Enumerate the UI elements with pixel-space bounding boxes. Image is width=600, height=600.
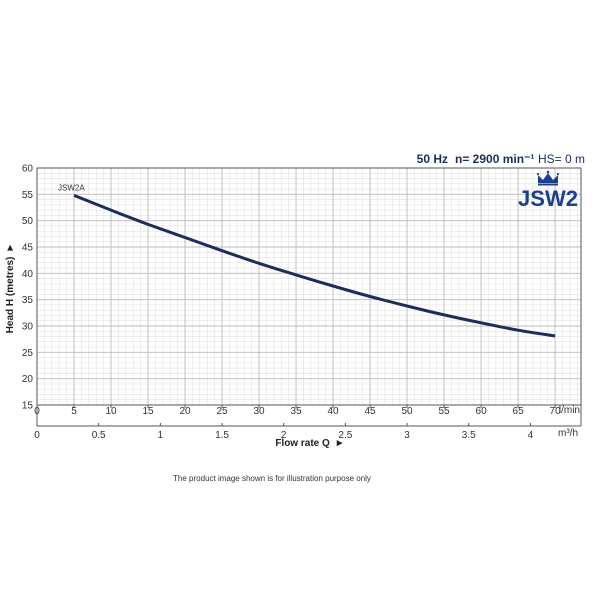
brand-name: JSW2 [518, 186, 578, 211]
x-tick-label: 40 [327, 406, 339, 417]
x-tick-label: 0 [34, 406, 40, 417]
brand-logo: JSW2 [518, 170, 578, 211]
x-tick-label: 15 [142, 406, 154, 417]
y-axis-title: Head H (metres)► [5, 243, 16, 334]
x2-tick-label: 1.5 [215, 430, 229, 441]
plot-frame [36, 167, 582, 427]
frequency-label: 50 Hz [417, 152, 448, 166]
x2-tick-label: 3.5 [462, 430, 476, 441]
x-tick-label: 35 [290, 406, 302, 417]
x-tick-label: 60 [476, 406, 488, 417]
x2-tick-label: 3 [404, 430, 410, 441]
y-tick-label: 30 [22, 322, 34, 333]
y-tick-label: 35 [22, 295, 34, 306]
x-tick-label: 50 [402, 406, 414, 417]
grid [37, 168, 581, 405]
x2-tick-label: 4 [528, 430, 534, 441]
speed-label: n= 2900 min⁻¹ [455, 152, 534, 166]
y-tick-label: 20 [22, 374, 34, 385]
x-tick-label: 25 [216, 406, 228, 417]
chart-header: 50 Hz n= 2900 min⁻¹ HS= 0 m [417, 152, 585, 166]
y-axis-ticks: 15 20 25 30 35 40 45 50 55 60 [22, 164, 34, 412]
series: JSW2A [58, 183, 556, 338]
x-tick-label: 20 [179, 406, 191, 417]
x-tick-label: 5 [71, 406, 77, 417]
y-tick-label: 45 [22, 243, 34, 254]
y-tick-label: 25 [22, 348, 34, 359]
illustration-caption: The product image shown is for illustrat… [173, 474, 371, 483]
series-line-jsw2a [73, 194, 556, 338]
y-tick-label: 60 [22, 164, 34, 175]
x2-tick-label: 0.5 [92, 430, 106, 441]
x-tick-label: 65 [513, 406, 525, 417]
x2-unit-label: m³/h [558, 428, 578, 439]
series-label: JSW2A [58, 183, 85, 192]
x-tick-label: 55 [439, 406, 451, 417]
plot-area-border [36, 167, 582, 406]
suction-head-label: HS= 0 m [538, 152, 585, 166]
x2-tick-label: 1 [158, 430, 164, 441]
x-axis-title: Flow rate Q ► [275, 438, 344, 449]
x2-tick-label: 0 [34, 430, 40, 441]
y-tick-label: 55 [22, 190, 34, 201]
x2-tick-label: 2 [281, 430, 287, 441]
x-tick-label: 10 [105, 406, 117, 417]
y-tick-label: 40 [22, 269, 34, 280]
x2-tick-label: 2.5 [338, 430, 352, 441]
x-tick-label: 30 [253, 406, 265, 417]
y-tick-label: 15 [22, 401, 34, 412]
y-tick-label: 50 [22, 216, 34, 227]
x-axis-ticks: 0 5 10 15 20 25 30 35 40 45 50 55 60 65 70 [34, 405, 561, 417]
x-tick-label: 70 [550, 406, 562, 417]
x2-axis-ticks: 0 0.5 1 1.5 2 2.5 3 3.5 4 [34, 423, 534, 441]
crown-icon [536, 170, 560, 186]
x-unit-label: l/min [559, 405, 580, 416]
x-tick-label: 45 [364, 406, 376, 417]
